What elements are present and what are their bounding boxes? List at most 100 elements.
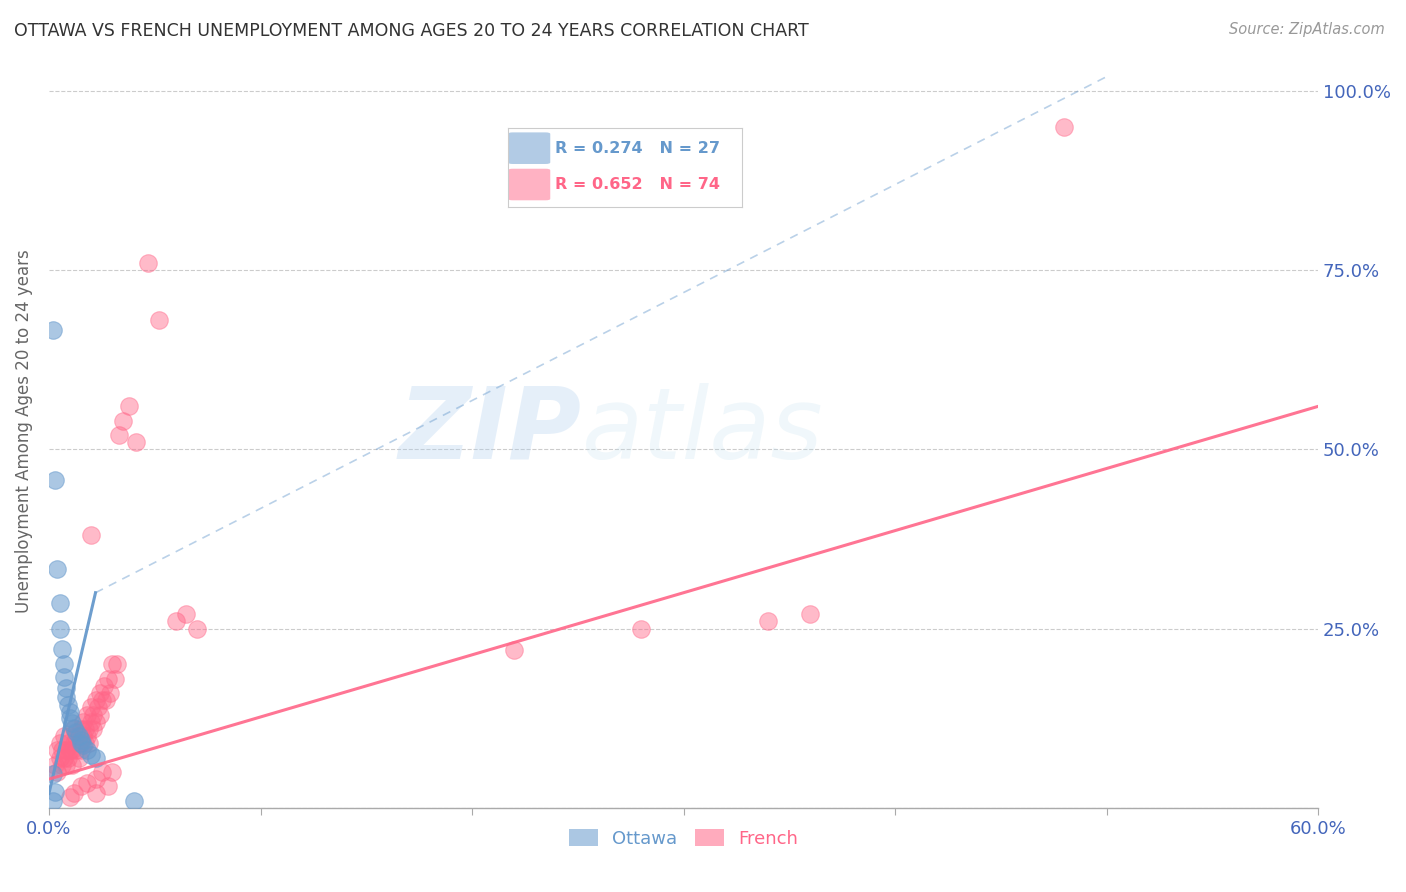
- Point: [73, 722, 96, 736]
- Point: [44, 785, 66, 799]
- Point: [93, 679, 115, 693]
- Point: [1053, 120, 1076, 134]
- Point: [67, 750, 90, 764]
- Point: [52, 750, 75, 764]
- Point: [60, 757, 83, 772]
- Point: [59, 790, 82, 805]
- Point: [65, 743, 87, 757]
- Point: [90, 693, 112, 707]
- Point: [72, 729, 94, 743]
- Point: [72, 714, 94, 729]
- Point: [111, 414, 134, 428]
- Point: [60, 716, 83, 731]
- Point: [76, 729, 98, 743]
- Point: [799, 607, 821, 622]
- Point: [80, 700, 103, 714]
- Point: [97, 779, 120, 793]
- Point: [101, 657, 124, 672]
- Point: [756, 615, 779, 629]
- Point: [63, 722, 86, 736]
- Point: [69, 743, 91, 757]
- Point: [630, 622, 652, 636]
- Point: [63, 736, 86, 750]
- Point: [84, 751, 107, 765]
- Point: [138, 256, 160, 270]
- Point: [94, 693, 117, 707]
- Point: [76, 743, 98, 757]
- Point: [148, 313, 170, 327]
- Point: [59, 729, 82, 743]
- Point: [84, 772, 107, 786]
- Point: [80, 747, 103, 762]
- Point: [82, 722, 104, 736]
- Point: [55, 743, 77, 757]
- Point: [44, 757, 66, 772]
- Point: [186, 622, 208, 636]
- Point: [42, 794, 65, 808]
- Point: [72, 739, 94, 753]
- FancyBboxPatch shape: [508, 169, 550, 201]
- Point: [46, 764, 69, 779]
- Point: [77, 722, 100, 736]
- Point: [59, 743, 82, 757]
- Text: Source: ZipAtlas.com: Source: ZipAtlas.com: [1229, 22, 1385, 37]
- Point: [165, 615, 187, 629]
- Y-axis label: Unemployment Among Ages 20 to 24 years: Unemployment Among Ages 20 to 24 years: [15, 250, 32, 614]
- Point: [105, 657, 128, 672]
- Point: [56, 750, 79, 764]
- Point: [503, 643, 526, 657]
- Point: [59, 711, 82, 725]
- Point: [67, 736, 90, 750]
- Point: [56, 736, 79, 750]
- Point: [107, 428, 129, 442]
- Point: [84, 714, 107, 729]
- Point: [69, 732, 91, 747]
- Text: R = 0.274   N = 27: R = 0.274 N = 27: [555, 141, 720, 156]
- Point: [76, 707, 98, 722]
- Point: [84, 693, 107, 707]
- Point: [42, 767, 65, 781]
- Point: [118, 400, 141, 414]
- Text: OTTAWA VS FRENCH UNEMPLOYMENT AMONG AGES 20 TO 24 YEARS CORRELATION CHART: OTTAWA VS FRENCH UNEMPLOYMENT AMONG AGES…: [14, 22, 808, 40]
- Point: [48, 736, 70, 750]
- Point: [76, 775, 98, 789]
- Point: [65, 729, 87, 743]
- Point: [77, 736, 100, 750]
- Point: [67, 729, 90, 743]
- Legend: Ottawa, French: Ottawa, French: [561, 822, 806, 855]
- Point: [55, 681, 77, 695]
- Point: [80, 528, 103, 542]
- Point: [176, 607, 198, 622]
- Point: [46, 562, 69, 576]
- Point: [59, 706, 82, 720]
- Point: [97, 672, 120, 686]
- Text: atlas: atlas: [582, 383, 824, 480]
- Point: [48, 622, 70, 636]
- Point: [55, 690, 77, 705]
- Point: [51, 743, 73, 757]
- Point: [89, 707, 111, 722]
- Point: [101, 764, 124, 779]
- Point: [51, 641, 73, 656]
- Point: [65, 725, 87, 739]
- Text: R = 0.652   N = 74: R = 0.652 N = 74: [555, 177, 720, 192]
- Point: [80, 714, 103, 729]
- Point: [122, 794, 145, 808]
- Point: [48, 596, 70, 610]
- Point: [63, 786, 86, 800]
- Point: [52, 729, 75, 743]
- Point: [69, 779, 91, 793]
- Point: [44, 473, 66, 487]
- Point: [56, 698, 79, 713]
- Point: [84, 786, 107, 800]
- Point: [90, 764, 112, 779]
- Point: [60, 743, 83, 757]
- Point: [52, 670, 75, 684]
- Point: [98, 686, 121, 700]
- Point: [73, 736, 96, 750]
- Point: [69, 722, 91, 736]
- Point: [89, 686, 111, 700]
- Point: [52, 657, 75, 672]
- Point: [86, 700, 108, 714]
- FancyBboxPatch shape: [508, 132, 550, 164]
